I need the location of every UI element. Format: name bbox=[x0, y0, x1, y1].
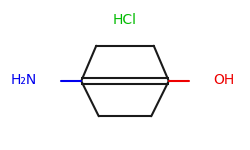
Text: HCl: HCl bbox=[113, 12, 137, 27]
Text: H₂N: H₂N bbox=[10, 72, 37, 87]
Text: OH: OH bbox=[213, 72, 234, 87]
